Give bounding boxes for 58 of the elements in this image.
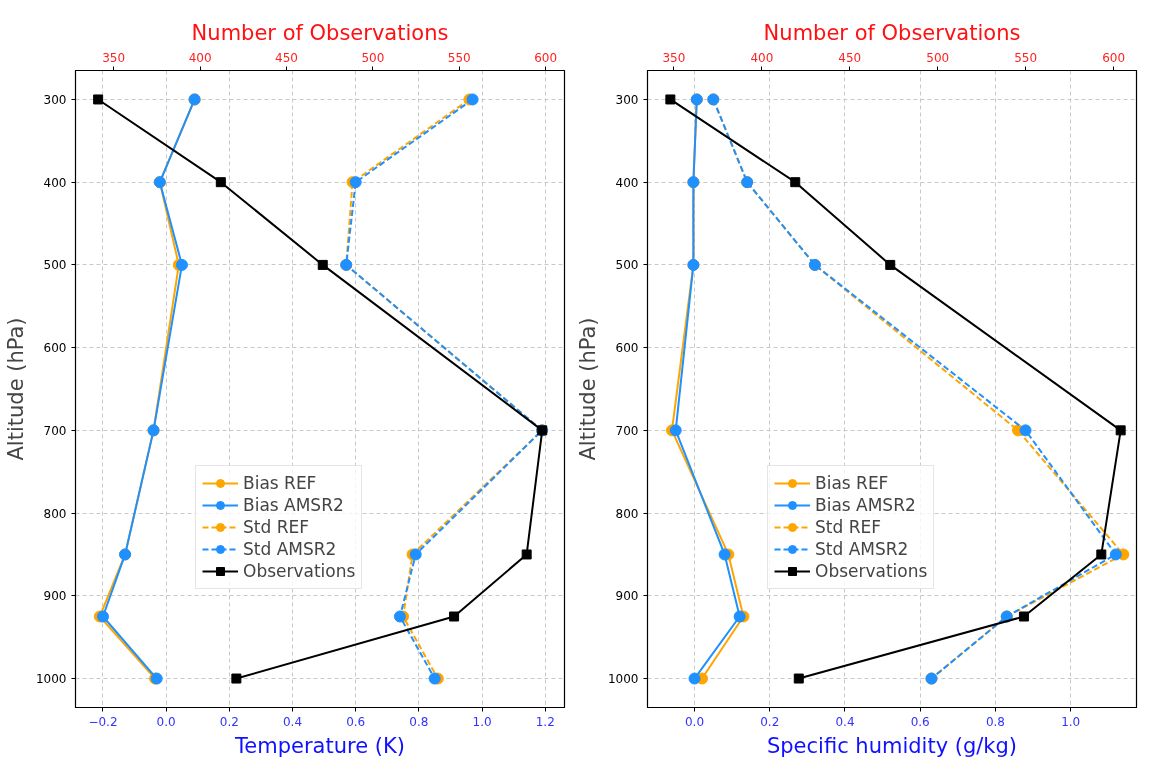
x2-tick-label: 350 <box>662 50 686 65</box>
x2-tick-label: 500 <box>361 50 385 65</box>
y-tick-label: 700 <box>615 423 639 438</box>
x-tick-label: 0.8 <box>409 714 429 729</box>
x2-axis-title: Number of Observations <box>191 20 449 45</box>
y-tick-label: 600 <box>43 341 67 356</box>
x2-tick-label: 350 <box>102 50 126 65</box>
y-tick-label: 800 <box>615 506 639 521</box>
x2-tick-label: 400 <box>188 50 212 65</box>
x-tick-label: 0.2 <box>219 714 239 729</box>
x2-tick-label: 550 <box>1014 50 1038 65</box>
x-tick-label: 0.0 <box>684 714 705 729</box>
x-tick-label: 0.8 <box>985 714 1005 729</box>
x2-tick-label: 400 <box>750 50 774 65</box>
x2-axis-title: Number of Observations <box>763 20 1021 45</box>
x-tick-label: 0.2 <box>760 714 780 729</box>
legend-label: Bias REF <box>243 472 317 494</box>
x-tick-label: 1.2 <box>535 714 555 729</box>
x-tick-label: 0.4 <box>282 714 303 729</box>
legend-label: Bias AMSR2 <box>243 494 344 516</box>
legend-label: Std REF <box>243 516 309 538</box>
x-tick-label: 0.0 <box>156 714 176 729</box>
legend-label: Observations <box>815 560 928 582</box>
legend-label: Bias REF <box>815 472 889 494</box>
y-tick-label: 600 <box>615 341 639 356</box>
x-axis-title: Specific humidity (g/kg) <box>766 733 1018 758</box>
y-tick-label: 900 <box>615 589 639 604</box>
x-tick-label: 1.0 <box>1061 714 1081 729</box>
x-tick-label: 0.4 <box>835 714 855 729</box>
y-tick-label: 1000 <box>607 672 639 687</box>
x2-tick-label: 450 <box>838 50 862 65</box>
y-tick-label: 300 <box>615 92 639 107</box>
x2-tick-label: 600 <box>534 50 558 65</box>
x2-tick-label: 450 <box>275 50 298 65</box>
y-tick-label: 1000 <box>35 672 67 687</box>
y-tick-label: 800 <box>43 506 67 521</box>
x-tick-label: 0.6 <box>346 714 366 729</box>
legend-label: Bias AMSR2 <box>815 494 916 516</box>
y-tick-label: 500 <box>43 258 67 273</box>
y-tick-label: 400 <box>43 175 67 190</box>
y-tick-label: 300 <box>43 92 67 107</box>
x-tick-label: 1.0 <box>472 714 492 729</box>
y-axis-title: Altitude (hPa) <box>575 317 600 461</box>
y-axis-title: Altitude (hPa) <box>3 317 28 461</box>
y-tick-label: 900 <box>43 589 67 604</box>
x2-tick-label: 500 <box>926 50 950 65</box>
x-tick-label: −0.2 <box>88 714 118 729</box>
x-axis-title: Temperature (K) <box>234 733 405 758</box>
legend-label: Std REF <box>815 516 881 538</box>
legend-label: Std AMSR2 <box>815 538 909 560</box>
y-tick-label: 500 <box>615 258 639 273</box>
legend-label: Observations <box>243 560 356 582</box>
legend-label: Std AMSR2 <box>243 538 337 560</box>
x2-tick-label: 550 <box>447 50 471 65</box>
y-tick-label: 700 <box>43 423 67 438</box>
y-tick-label: 400 <box>615 175 639 190</box>
x2-tick-label: 600 <box>1102 50 1126 65</box>
x-tick-label: 0.6 <box>910 714 930 729</box>
